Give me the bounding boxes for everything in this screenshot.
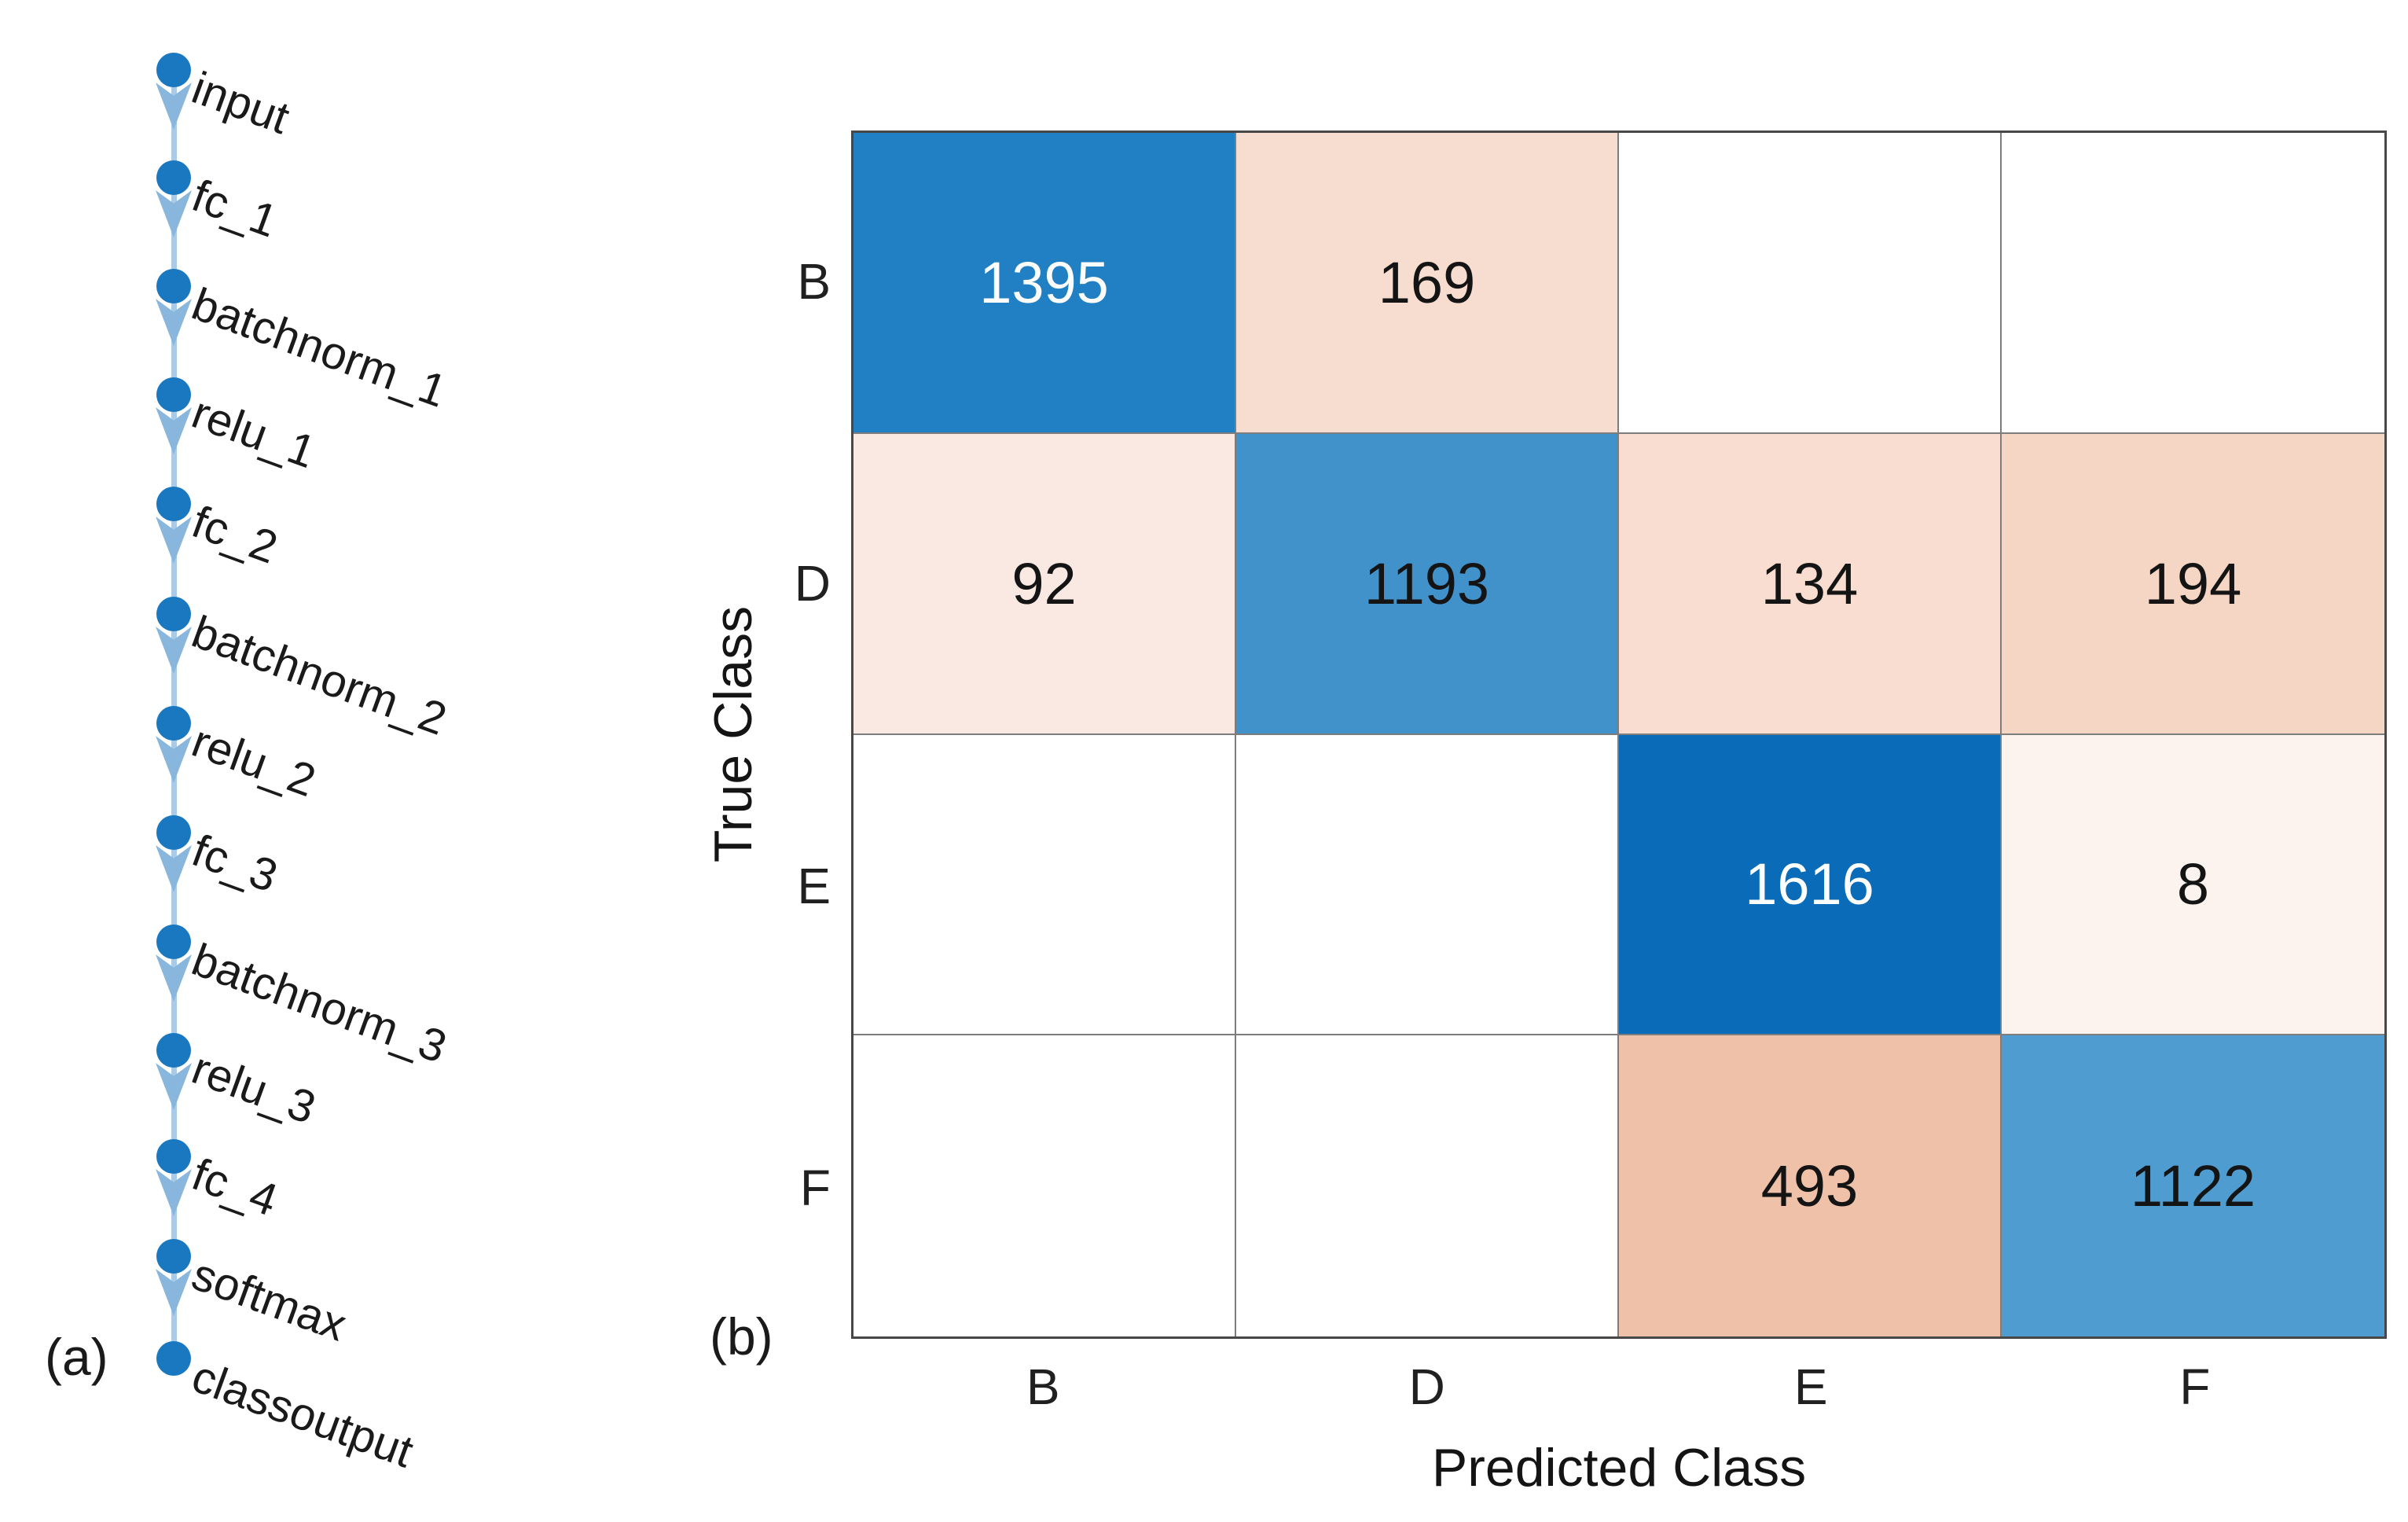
col-tick-F: F <box>2179 1358 2211 1415</box>
layer-node-classoutput <box>156 1341 191 1376</box>
x-axis-label: Predicted Class <box>1431 1438 1807 1498</box>
cm-cell-B-B: 1395 <box>853 133 1236 434</box>
cm-cell-E-E: 1616 <box>1619 734 2002 1036</box>
cm-cell-D-D: 1193 <box>1236 433 1619 735</box>
layer-node-label-fc_2: fc_2 <box>185 495 284 574</box>
layer-node-label-softmax: softmax <box>185 1248 354 1351</box>
layer-node-batchnorm_1 <box>156 269 191 303</box>
layer-node-fc_1 <box>156 160 191 195</box>
layer-node-batchnorm_3 <box>156 925 191 959</box>
layer-node-relu_1 <box>156 377 191 412</box>
layer-graph-diagram: input fc_1 batchnorm_1 relu_1 fc_2 batchnorm_… <box>0 0 550 1522</box>
layer-node-label-relu_1: relu_1 <box>185 386 322 479</box>
col-tick-D: D <box>1408 1358 1445 1415</box>
layer-node-fc_3 <box>156 815 191 850</box>
layer-node-fc_2 <box>156 487 191 521</box>
panel-b-caption: (b) <box>710 1307 773 1366</box>
cm-cell-B-D: 169 <box>1236 133 1619 434</box>
row-tick-F: F <box>799 1159 831 1216</box>
cm-cell-F-D <box>1236 1035 1619 1336</box>
layer-node-softmax <box>156 1239 191 1274</box>
cm-cell-D-F: 194 <box>2002 433 2384 735</box>
layer-node-label-fc_3: fc_3 <box>185 824 284 903</box>
cm-cell-E-D <box>1236 734 1619 1036</box>
cm-cell-F-E: 493 <box>1619 1035 2002 1336</box>
layer-node-input <box>156 53 191 87</box>
cm-cell-D-E: 134 <box>1619 433 2002 735</box>
layer-node-label-classoutput: classoutput <box>185 1350 420 1478</box>
layer-node-batchnorm_2 <box>156 597 191 631</box>
row-tick-D: D <box>794 555 831 612</box>
col-tick-E: E <box>1793 1358 1828 1415</box>
cm-cell-F-F: 1122 <box>2002 1035 2384 1336</box>
row-tick-B: B <box>797 253 831 311</box>
cm-cell-B-E <box>1619 133 2002 434</box>
cm-cell-E-B <box>853 734 1236 1036</box>
layer-node-label-input: input <box>185 61 296 145</box>
layer-node-label-fc_4: fc_4 <box>185 1148 284 1226</box>
layer-node-relu_3 <box>156 1033 191 1068</box>
confusion-matrix: 1395 169 92 1193 134 194 1616 8 493 1122 <box>851 131 2387 1339</box>
col-tick-B: B <box>1026 1358 1060 1415</box>
layer-node-label-relu_2: relu_2 <box>185 715 322 807</box>
layer-node-relu_2 <box>156 706 191 741</box>
cm-cell-F-B <box>853 1035 1236 1336</box>
panel-a-caption: (a) <box>45 1328 108 1386</box>
cm-cell-D-B: 92 <box>853 433 1236 735</box>
layer-node-label-relu_3: relu_3 <box>185 1042 322 1134</box>
layer-node-fc_4 <box>156 1139 191 1174</box>
row-tick-E: E <box>797 857 831 914</box>
cm-cell-E-F: 8 <box>2002 734 2384 1036</box>
layer-node-label-fc_1: fc_1 <box>185 169 284 248</box>
cm-cell-B-F <box>2002 133 2384 434</box>
y-axis-label: True Class <box>703 605 763 863</box>
